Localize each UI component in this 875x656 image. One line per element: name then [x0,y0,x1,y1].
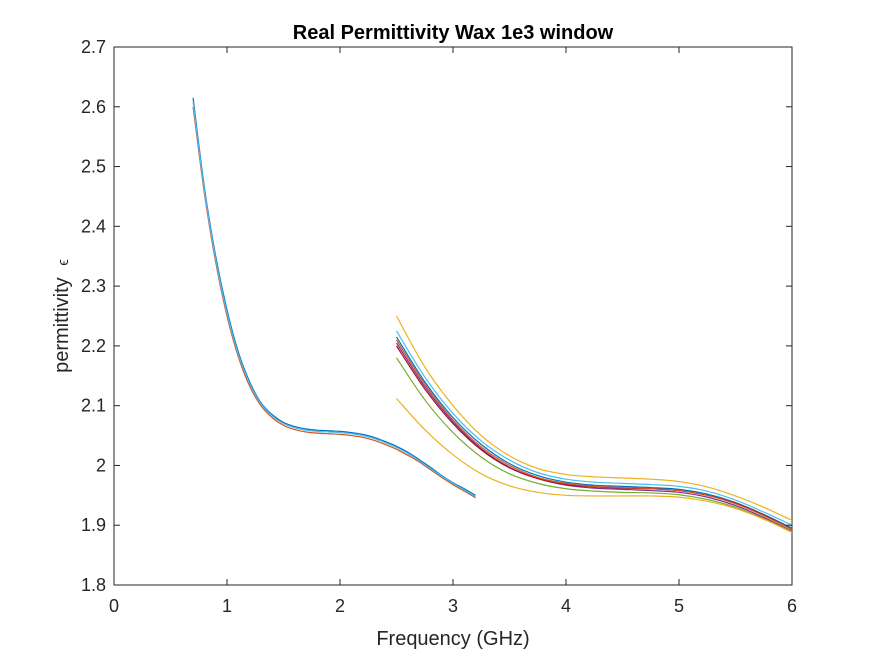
series-line-high-11 [396,398,793,533]
y-tick-label: 2.2 [81,336,106,356]
series-line-high-8 [395,330,793,526]
y-tick-label: 2.3 [81,276,106,296]
x-tick-label: 5 [674,596,684,616]
y-tick-label: 2.4 [81,216,106,236]
y-axis-label-text: permittivity [51,277,73,373]
x-tick-label: 2 [335,596,345,616]
series-line-low-3 [192,101,476,498]
x-tick-label: 1 [222,596,232,616]
x-axis-label: Frequency (GHz) [376,628,529,650]
series-line-high-4 [395,315,793,521]
y-tick-label: 1.8 [81,575,106,595]
series-layer [192,97,793,533]
x-tick-label: 6 [787,596,797,616]
plot-area [113,46,793,586]
tick-layer: 0 1 2 3 4 5 6 1.8 1.9 2 2.1 2.2 2.3 2.4 2.5 2.6 2.7 [81,37,797,616]
series-line-low-2 [192,106,476,499]
series-line-high-6 [395,342,793,532]
series-line-high-10 [396,357,793,533]
series-line-high-5 [395,336,793,529]
y-axis-label-group: permittivity ϵ [51,259,73,373]
chart-title: Real Permittivity Wax 1e3 window [293,22,614,44]
y-tick-label: 2.6 [81,97,106,117]
y-tick-label: 2.7 [81,37,106,57]
y-axis-label: permittivity ϵ [51,259,73,373]
x-tick-label: 0 [109,596,119,616]
x-tick-label: 4 [561,596,571,616]
y-axis-label-symbol: ϵ [55,259,72,266]
y-tick-label: 1.9 [81,515,106,535]
x-tick-label: 3 [448,596,458,616]
series-line-low-1 [192,97,476,496]
y-tick-label: 2 [96,455,106,475]
y-tick-label: 2.5 [81,157,106,177]
series-line-high-9 [395,339,793,530]
y-tick-label: 2.1 [81,396,106,416]
